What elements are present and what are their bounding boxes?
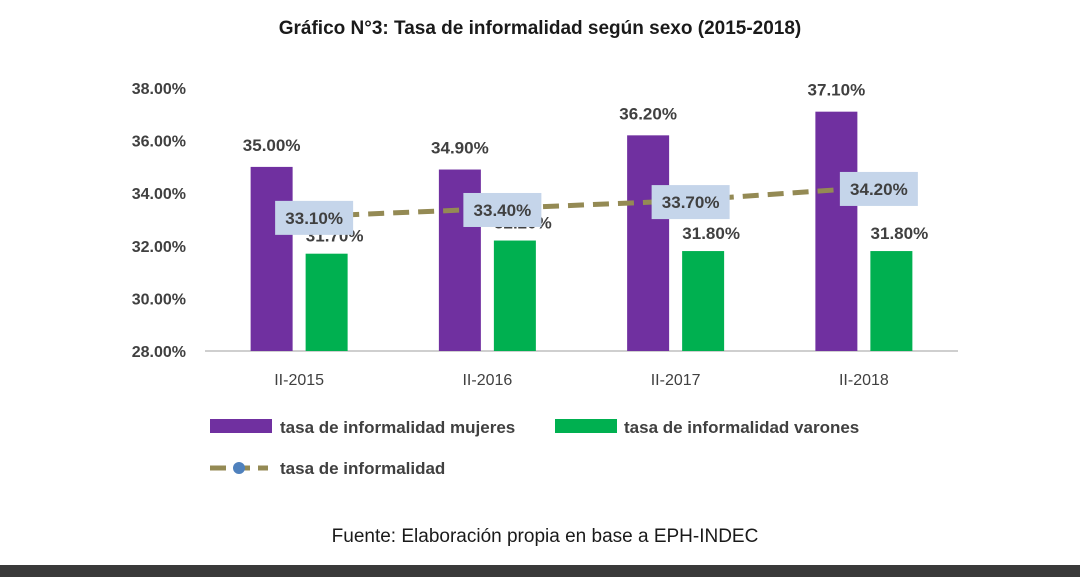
- y-axis: 28.00% 30.00% 32.00% 34.00% 36.00% 38.00%: [132, 81, 186, 361]
- bar-varones: [305, 253, 348, 351]
- y-tick-label: 34.00%: [132, 186, 186, 203]
- bar-label-mujeres: 37.10%: [808, 81, 866, 100]
- legend-label-varones: tasa de informalidad varones: [624, 418, 859, 437]
- line-label: 33.70%: [662, 193, 720, 212]
- y-tick-label: 36.00%: [132, 134, 186, 151]
- chart-title: Gráfico N°3: Tasa de informalidad según …: [279, 18, 802, 39]
- bar-mujeres: [815, 111, 858, 351]
- bar-label-mujeres: 34.90%: [431, 139, 489, 158]
- chart: Gráfico N°3: Tasa de informalidad según …: [132, 18, 958, 547]
- bar-varones: [682, 251, 725, 351]
- x-tick-label: II-2016: [462, 372, 512, 389]
- bar-mujeres: [250, 166, 293, 351]
- line-label-box: [651, 185, 730, 220]
- x-axis: II-2015 II-2016 II-2017 II-2018: [205, 350, 958, 389]
- x-tick-label: II-2018: [839, 372, 889, 389]
- line-label-box: [275, 200, 354, 235]
- y-tick-label: 32.00%: [132, 239, 186, 256]
- y-tick-label: 30.00%: [132, 291, 186, 308]
- bar-mujeres: [627, 135, 670, 351]
- legend: tasa de informalidad mujeres tasa de inf…: [210, 418, 859, 478]
- bar-label-mujeres: 36.20%: [619, 104, 677, 123]
- source-note: Fuente: Elaboración propia en base a EPH…: [332, 526, 759, 547]
- bar-varones: [870, 251, 913, 351]
- x-tick-label: II-2015: [274, 372, 324, 389]
- line-informalidad: [293, 184, 884, 220]
- line-label-box: [839, 171, 918, 206]
- y-tick-label: 28.00%: [132, 344, 186, 361]
- bar-varones: [493, 240, 536, 351]
- x-tick-label: II-2017: [651, 372, 701, 389]
- bottom-bar: [0, 565, 1080, 577]
- bar-label-varones: 31.80%: [682, 224, 740, 243]
- line-label: 33.40%: [474, 201, 532, 220]
- line-series: 33.10% 33.40% 33.70% 34.20%: [275, 171, 918, 235]
- y-tick-label: 38.00%: [132, 81, 186, 98]
- legend-swatch-mujeres: [210, 419, 272, 433]
- line-label: 34.20%: [850, 180, 908, 199]
- legend-label-mujeres: tasa de informalidad mujeres: [280, 418, 515, 437]
- legend-marker-icon: [233, 462, 245, 474]
- line-label-box: [463, 192, 542, 227]
- legend-swatch-varones: [555, 419, 617, 433]
- line-label: 33.10%: [285, 209, 343, 228]
- bar-label-mujeres: 35.00%: [243, 136, 301, 155]
- bars: [250, 111, 913, 351]
- legend-label-line: tasa de informalidad: [280, 459, 445, 478]
- bar-label-varones: 31.80%: [871, 224, 929, 243]
